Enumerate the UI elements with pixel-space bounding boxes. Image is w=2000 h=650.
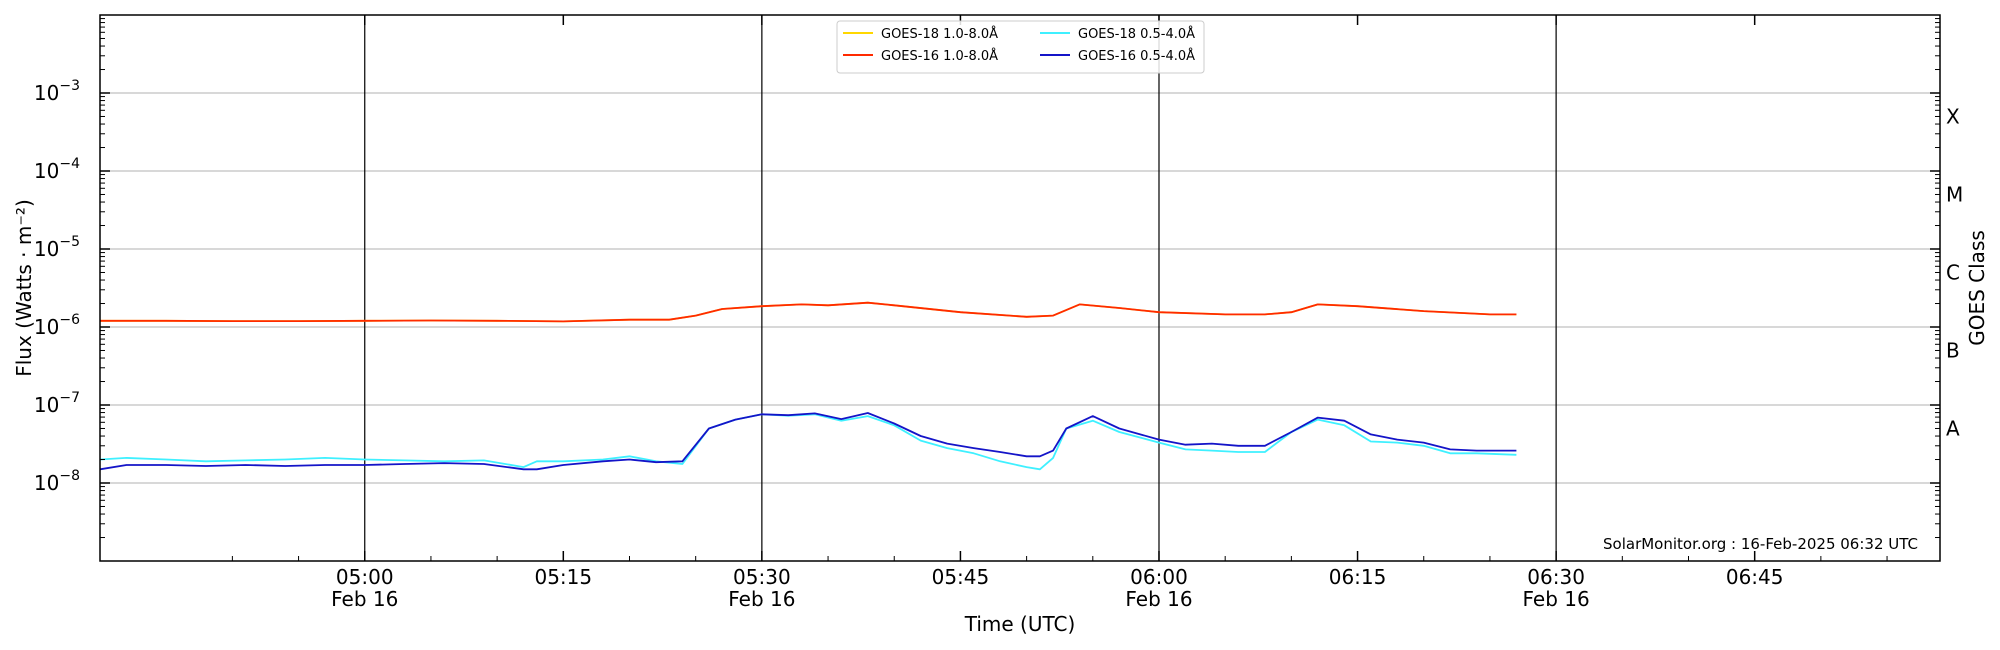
x-tick-date-label: Feb 16 <box>1125 587 1192 611</box>
grid-lines <box>100 92 1940 484</box>
x-tick-label: 05:00 <box>336 565 394 589</box>
goes-class-axis-title: GOES Class <box>1965 230 1989 346</box>
x-tick-label: 05:45 <box>932 565 990 589</box>
x-tick-label: 05:15 <box>534 565 592 589</box>
x-tick-label: 06:15 <box>1329 565 1387 589</box>
axis-ticks <box>99 15 1940 561</box>
x-tick-label: 06:30 <box>1527 565 1585 589</box>
series-line-2 <box>100 301 1517 323</box>
y-tick-label: 10−7 <box>34 390 80 417</box>
x-tick-date-label: Feb 16 <box>728 587 795 611</box>
goes-class-label: X <box>1946 104 1960 128</box>
legend-label: GOES-18 1.0-8.0Å <box>881 26 998 42</box>
day-vertical-lines <box>364 15 1557 561</box>
goes-class-label: A <box>1946 416 1960 440</box>
goes-class-label: B <box>1946 338 1960 362</box>
y-tick-label: 10−3 <box>34 78 80 105</box>
credit-text: SolarMonitor.org : 16-Feb-2025 06:32 UTC <box>1603 535 1918 553</box>
y-tick-label: 10−4 <box>34 156 80 183</box>
goes-class-label: C <box>1946 260 1960 284</box>
x-tick-label: 05:30 <box>733 565 791 589</box>
legend-label: GOES-16 1.0-8.0Å <box>881 48 998 64</box>
x-tick-date-label: Feb 16 <box>331 587 398 611</box>
x-tick-label: 06:00 <box>1130 565 1188 589</box>
x-axis-title: Time (UTC) <box>964 612 1076 636</box>
y-axis-title: Flux (Watts · m⁻²) <box>12 199 36 377</box>
y-tick-label: 10−5 <box>34 234 80 261</box>
y-tick-label: 10−6 <box>34 312 80 339</box>
y-tick-label: 10−8 <box>34 468 80 495</box>
legend: GOES-18 1.0-8.0Å GOES-16 1.0-8.0Å GOES-18 … <box>836 20 1205 74</box>
legend-box <box>836 20 1205 74</box>
goes-class-label: M <box>1946 182 1963 206</box>
legend-label: GOES-18 0.5-4.0Å <box>1078 26 1195 42</box>
x-tick-label: 06:45 <box>1726 565 1784 589</box>
legend-label: GOES-16 0.5-4.0Å <box>1078 48 1195 64</box>
plot-frame <box>99 14 1941 562</box>
x-tick-date-label: Feb 16 <box>1523 587 1590 611</box>
series-line-4 <box>99 412 1517 471</box>
series-line-3 <box>99 413 1517 471</box>
flux-series <box>99 301 1517 471</box>
